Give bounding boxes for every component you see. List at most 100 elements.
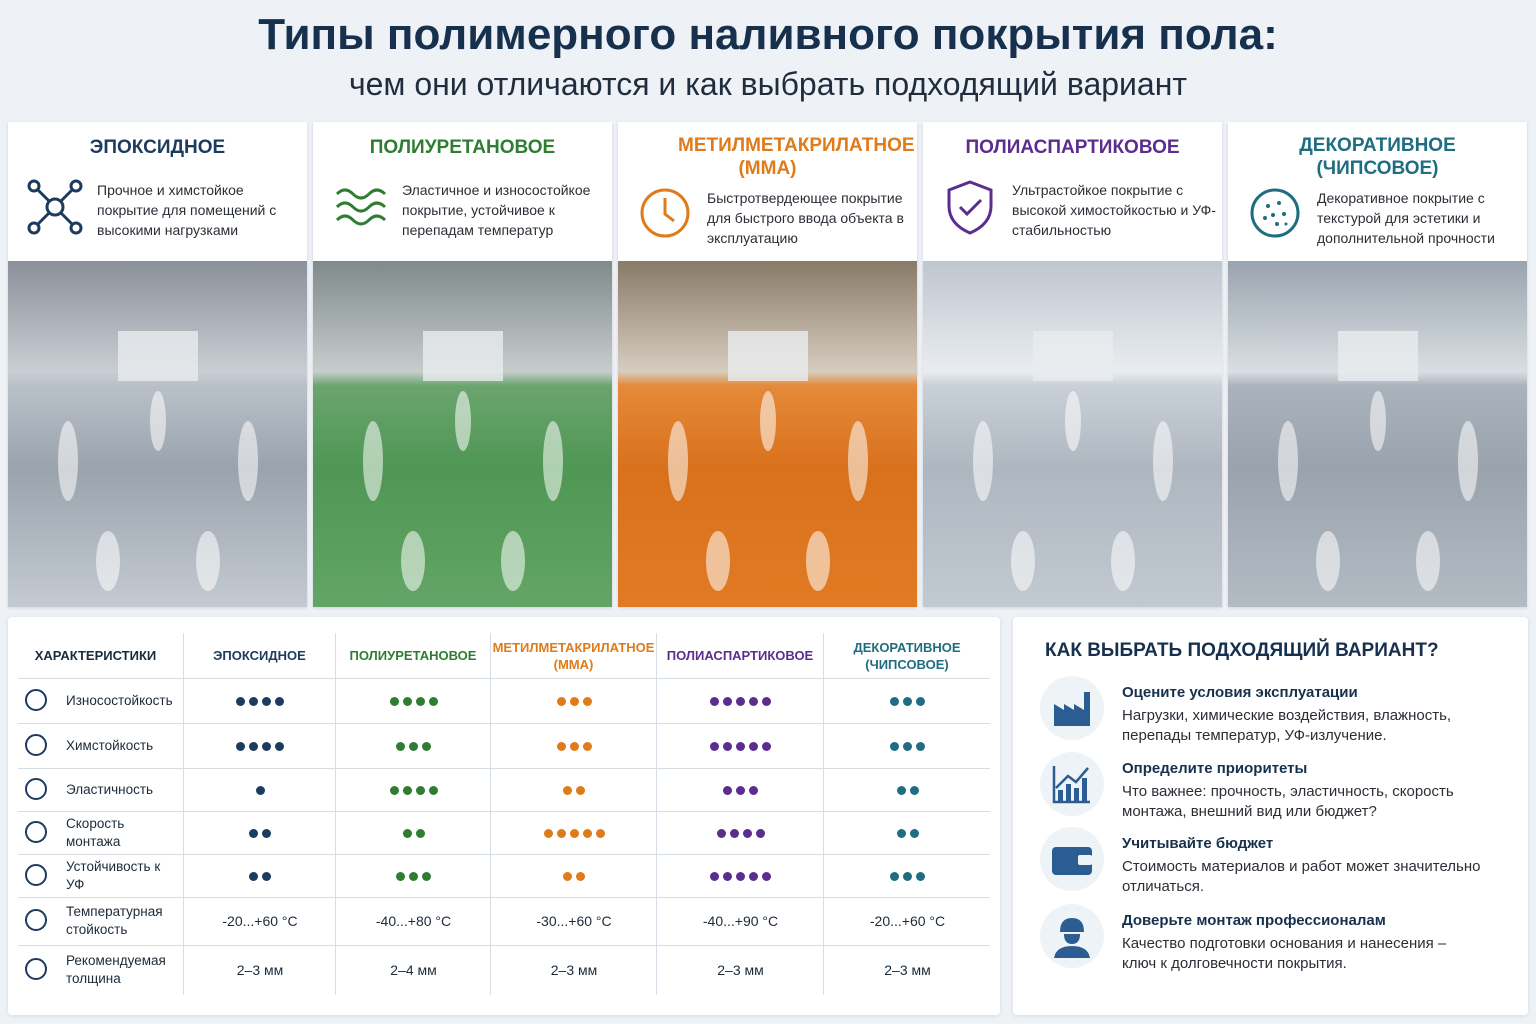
rating-dot [723,741,732,751]
rating-dot [415,785,425,795]
column-header: ПОЛИУРЕТАНОВОЕ [335,633,490,678]
rating-dot [896,785,906,795]
rating-dot [716,828,726,838]
card-title: МЕТИЛМЕТАКРИЛАТНОЕ (ММА) [678,135,915,179]
rating-dot [262,871,271,881]
row-separator [18,854,990,855]
rating-dot [909,828,919,838]
row-icon [25,863,47,886]
rating [394,738,433,754]
table-cell: -40...+90 °С [656,897,824,945]
rating-dot [249,696,258,706]
rating-dot [710,696,719,706]
table-cell: -30...+60 °С [490,897,657,945]
type-card: ЭПОКСИДНОЕ Прочное и химстойкое покрытие … [8,122,307,607]
rating-dot [249,828,258,838]
table-cell [183,854,336,897]
rating-dot [262,696,271,706]
type-card: ПОЛИАСПАРТИКОВОЕ Ультрастойкое покрытие с… [923,122,1222,607]
row-label: Эластичность [66,781,154,797]
table-header: ХАРАКТЕРИСТИКИ [34,648,157,663]
card-description: Быстротвердеющее покрытие для быстрого в… [707,190,904,246]
floor-photo [618,261,917,607]
table-cell: -20...+60 °С [183,897,336,945]
rating [888,868,927,884]
rating-dot [409,871,418,881]
rating-dot [755,828,765,838]
rating-dot [275,741,284,751]
card-icon [636,184,694,247]
card-description: Прочное и химстойкое покрытие для помеще… [97,182,277,238]
rating-dot [543,828,553,838]
tip-title: Оцените условия эксплуатации [1122,684,1358,701]
rating-dot [428,696,438,706]
rating-dot [576,785,585,795]
rating-dot [262,741,271,751]
row-separator [18,897,990,898]
row-icon [25,820,47,843]
row-separator [18,811,990,812]
rating-dot [710,871,719,881]
floor-photo [923,261,1222,607]
rating-dot [896,828,906,838]
rating-dot [916,741,925,751]
rating [888,738,927,754]
rating [555,693,594,709]
tip-text: Нагрузки, химические воздействия, влажно… [1122,707,1452,744]
table-cell: 2–3 мм [656,945,824,995]
rating-dot [890,871,899,881]
rating-dot [582,696,592,706]
rating-dot [749,741,758,751]
row-icon [25,909,47,931]
rating-dot [736,696,745,706]
card-icon [1246,184,1304,247]
tip-icon [1040,904,1104,968]
rating-dot [569,696,579,706]
card-description: Эластичное и износостойкое покрытие, уст… [402,182,591,238]
rating-dot [903,696,912,706]
rating [394,868,433,884]
rating-dot [890,741,899,751]
row-label: Скорость монтажа [66,815,125,849]
floor-photo [1228,261,1527,607]
row-separator [18,678,990,679]
rating [401,825,427,841]
table-cell [183,768,336,811]
rating-dot [729,828,739,838]
row-separator [18,945,990,946]
table-cell [656,678,824,723]
rating-dot [563,785,572,795]
table-cell [490,811,657,854]
tip-text: Качество подготовки основания и нанесени… [1122,935,1447,972]
table-cell [823,768,991,811]
rating-dot [556,828,566,838]
rating-dot [389,785,399,795]
table-cell: -20...+60 °С [823,897,991,945]
rating-dot [569,741,579,751]
card-icon [941,178,999,241]
row-label: Химстойкость [66,737,154,753]
table-cell [335,811,491,854]
table-cell [490,768,657,811]
row-label: Износостойкость [66,692,173,708]
column-header: МЕТИЛМЕТАКРИЛАТНОЕ (ММА) [490,633,656,678]
rating-dot [909,785,919,795]
rating [247,825,273,841]
row-icon [25,733,47,756]
rating-dot [903,741,912,751]
row-separator [18,723,990,724]
rating-dot [428,785,438,795]
rating [708,693,773,709]
table-cell [823,811,991,854]
card-description: Декоративное покрытие с текстурой для эс… [1317,190,1495,246]
rating-dot [742,828,752,838]
card-title: ПОЛИУРЕТАНОВОЕ [369,137,556,158]
table-cell [335,723,491,768]
rating [708,868,773,884]
rating-dot [762,696,771,706]
table-cell [335,854,491,897]
table-cell [490,723,657,768]
column-header: ЭПОКСИДНОЕ [183,633,335,678]
table-cell [823,678,991,723]
table-cell: 2–3 мм [183,945,336,995]
